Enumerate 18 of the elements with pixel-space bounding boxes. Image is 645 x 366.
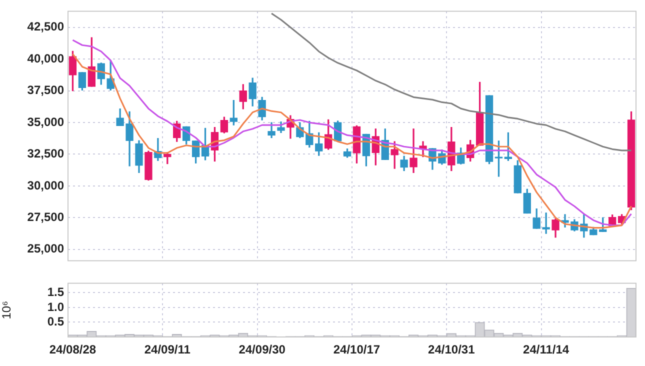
y-tick-label: 35,000: [27, 114, 64, 129]
x-tick-label: 24/10/17: [333, 342, 380, 357]
y-tick-label: 37,500: [27, 83, 64, 98]
x-tick-label: 24/08/28: [49, 342, 96, 357]
x-tick-label: 24/10/31: [428, 342, 476, 357]
y-tick-label: 0.5: [47, 314, 64, 329]
y-tick-label: 25,000: [27, 242, 64, 256]
x-tick-label: 24/09/11: [144, 342, 191, 357]
y-axis-title: 10⁶: [0, 300, 14, 320]
x-tick-label: 24/09/30: [238, 342, 286, 357]
y-tick-label: 42,500: [27, 20, 64, 34]
y-tick-label: 32,500: [27, 146, 64, 161]
y-tick-label: 1.0: [47, 300, 64, 314]
x-tick-label: 24/11/14: [523, 342, 570, 357]
y-tick-label: 1.5: [47, 284, 64, 299]
y-tick-label: 30,000: [27, 178, 64, 192]
y-tick-label: 27,500: [27, 210, 64, 224]
y-tick-label: 40,000: [27, 51, 64, 66]
